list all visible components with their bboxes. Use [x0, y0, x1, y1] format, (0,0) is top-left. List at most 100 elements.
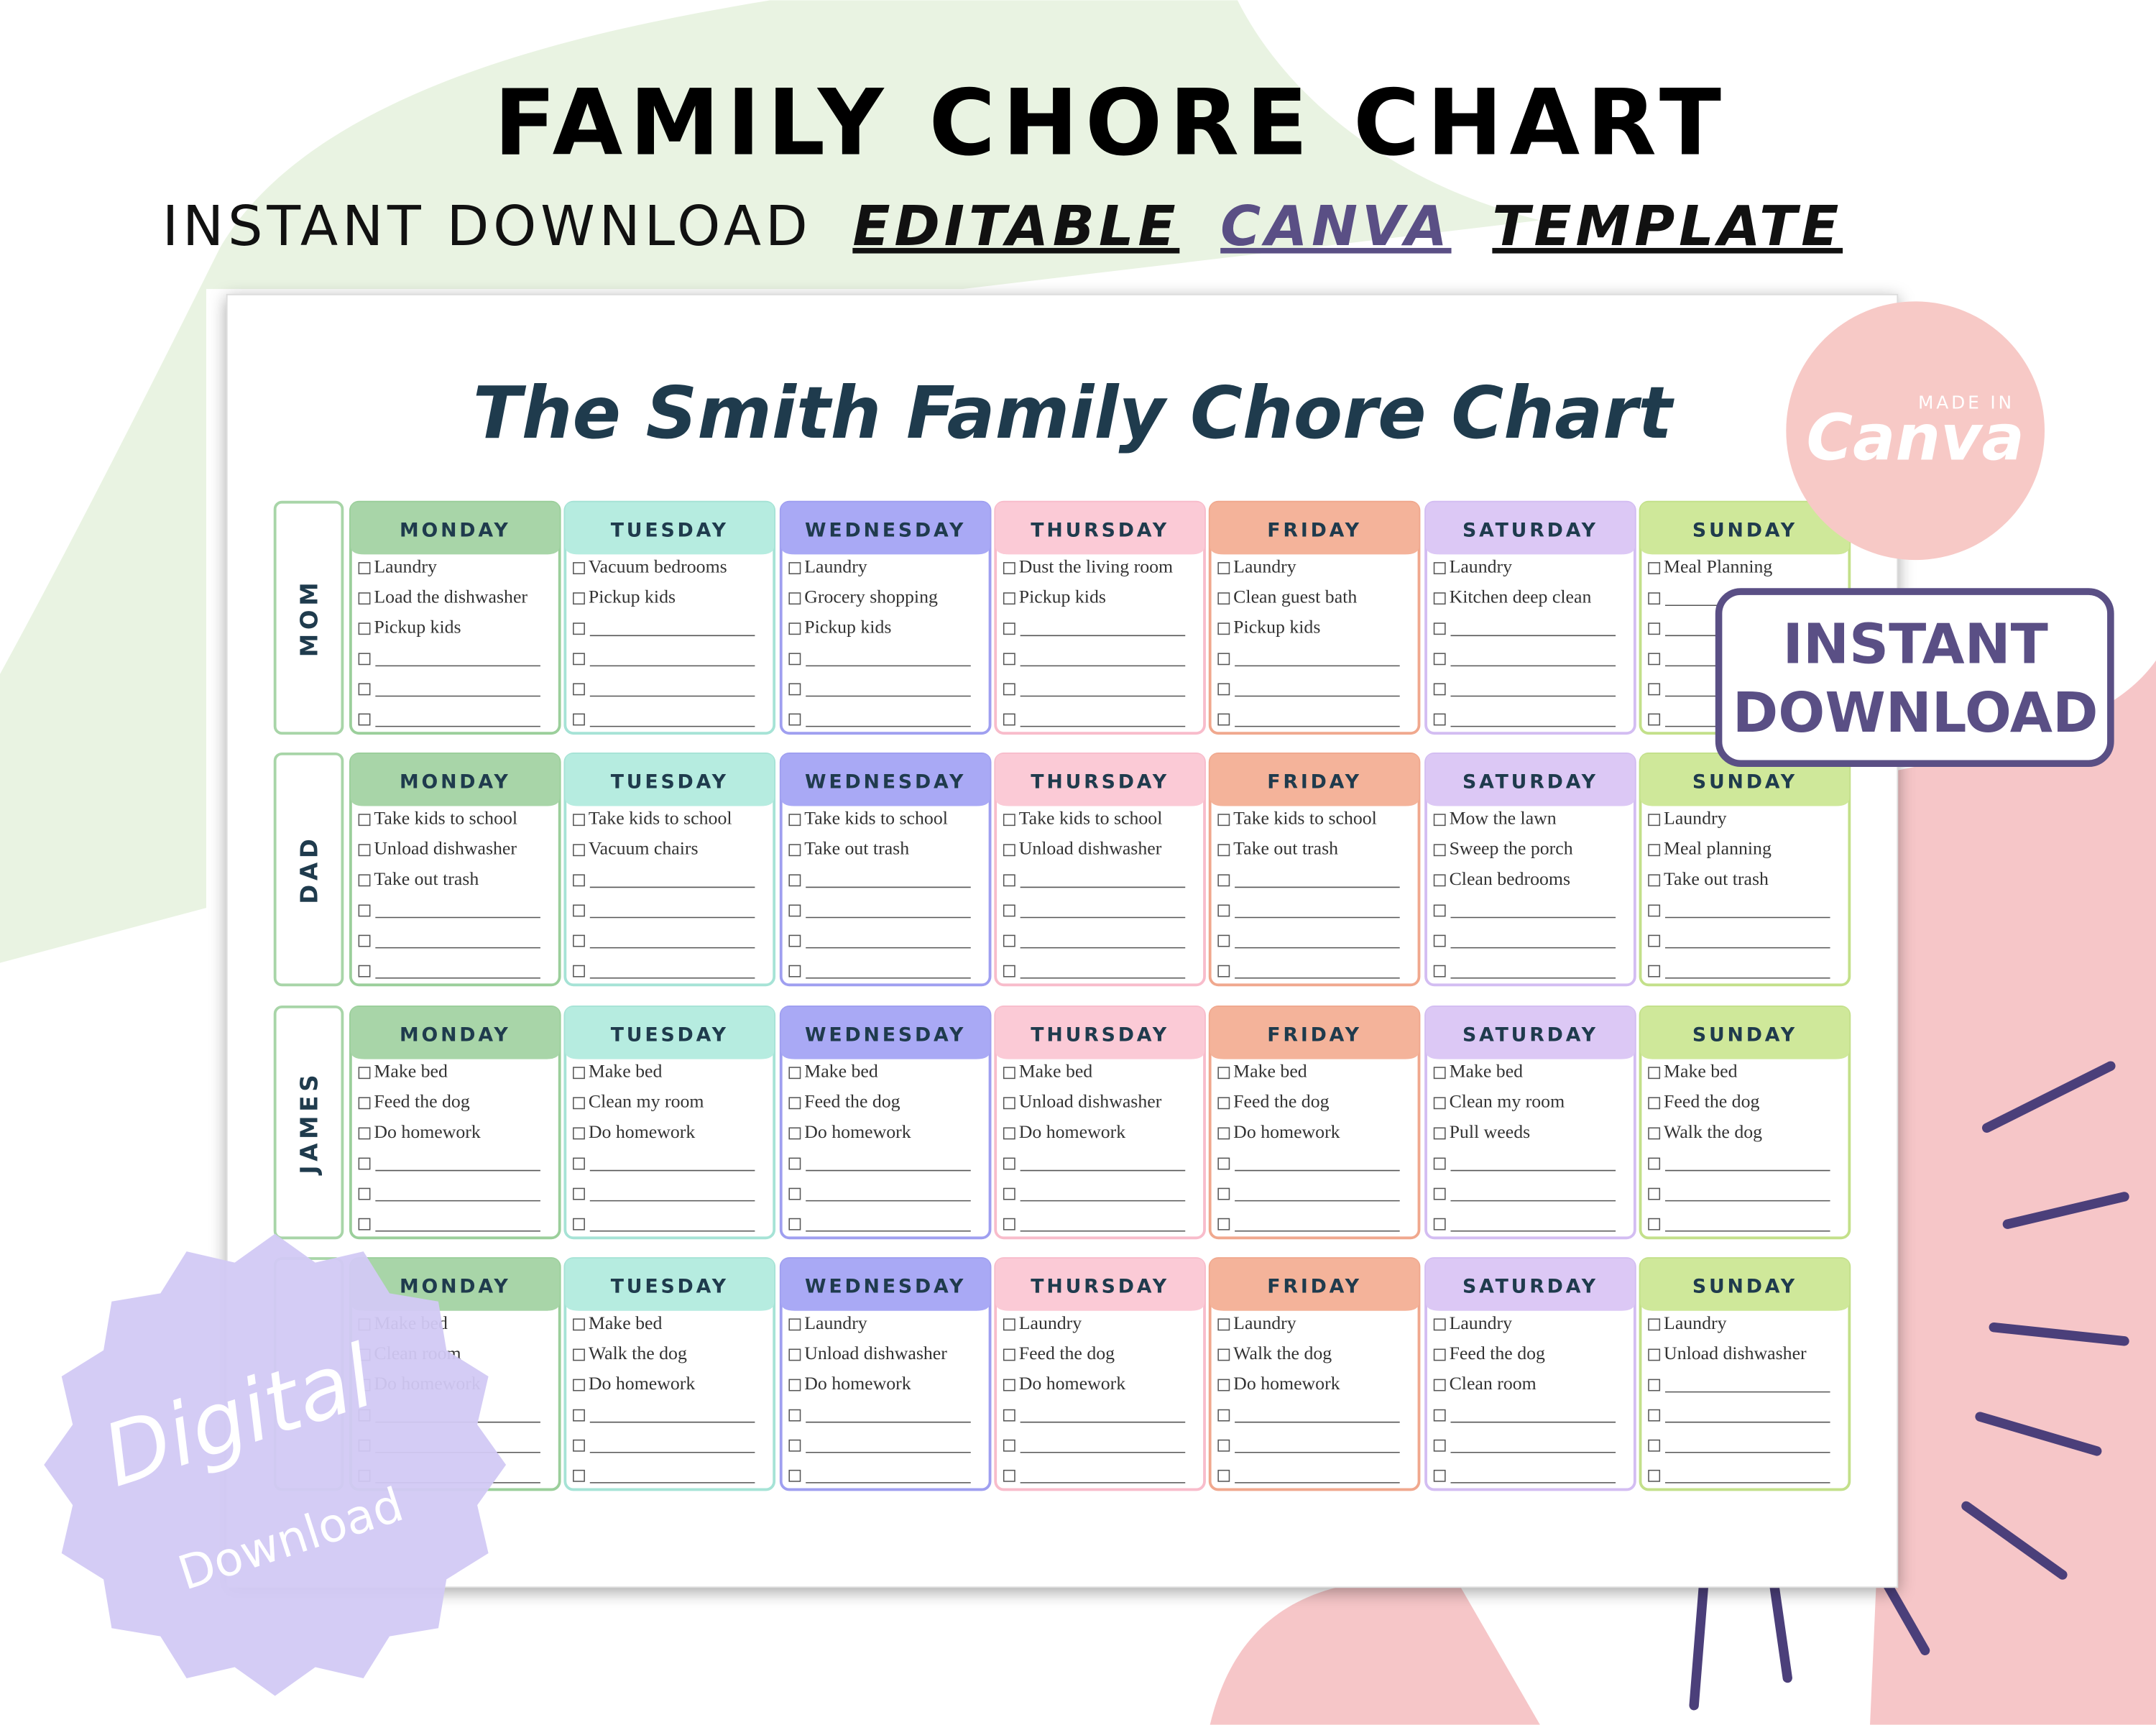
task: Make bed — [1664, 1061, 1738, 1082]
checkbox — [788, 713, 801, 726]
task: Feed the dog — [804, 1091, 900, 1112]
task: Unload dishwasher — [374, 838, 517, 859]
day-header — [350, 753, 560, 806]
task: Walk the dog — [1233, 1343, 1332, 1363]
checkbox — [1217, 1218, 1230, 1230]
checkbox — [1003, 1379, 1015, 1392]
checkbox — [1433, 1379, 1446, 1392]
day-header — [1640, 502, 1850, 555]
checkbox — [788, 1067, 801, 1080]
checkbox — [358, 965, 371, 978]
badge-circle — [1786, 301, 2045, 561]
instant-stamp: INSTANT DOWNLOAD — [1715, 588, 2114, 768]
day-name: SATURDAY — [1462, 1276, 1598, 1298]
task: Do homework — [1019, 1121, 1125, 1142]
checkbox — [1433, 653, 1446, 666]
task: Unload dishwasher — [1019, 1091, 1162, 1112]
task: Pickup kids — [589, 586, 676, 607]
checkbox — [1217, 1379, 1230, 1392]
checkbox — [788, 1127, 801, 1140]
day-header — [995, 1259, 1205, 1311]
day-header — [1426, 1259, 1635, 1311]
member-tab — [273, 1005, 344, 1240]
badge-burst — [44, 1233, 507, 1696]
checkbox — [573, 904, 585, 917]
stroke — [1981, 1061, 2116, 1133]
checkbox — [1433, 1348, 1446, 1361]
task: Do homework — [804, 1373, 911, 1394]
checkbox — [788, 1469, 801, 1482]
checkbox — [1433, 1157, 1446, 1170]
day-header — [995, 502, 1205, 555]
checkbox — [573, 713, 585, 726]
day-header — [1426, 502, 1635, 555]
member-name: DAD — [295, 834, 323, 903]
checkbox — [1433, 844, 1446, 857]
day-header — [995, 1006, 1205, 1059]
checkbox — [1433, 934, 1446, 947]
checkbox — [788, 874, 801, 887]
checkbox — [1217, 934, 1230, 947]
canva-badge: MADE IN Canva — [1786, 301, 2045, 561]
checkbox — [788, 1097, 801, 1110]
checkbox — [1217, 1157, 1230, 1170]
task: Take out trash — [804, 838, 909, 859]
checkbox — [1433, 683, 1446, 696]
day-name: TUESDAY — [611, 519, 729, 541]
digital-badge: Digital Download — [44, 1233, 507, 1696]
checkbox — [1648, 1067, 1661, 1080]
checkbox — [1003, 1409, 1015, 1422]
checkbox — [1433, 1187, 1446, 1200]
member-name: JAMES — [295, 1071, 323, 1176]
badge-brand: Canva — [1806, 400, 2024, 474]
checkbox — [358, 1067, 371, 1080]
checkbox — [1648, 844, 1661, 857]
day-name: THURSDAY — [1031, 771, 1169, 794]
task: Pickup kids — [1019, 586, 1106, 607]
day-name: WEDNESDAY — [805, 1024, 966, 1046]
day-name: MONDAY — [400, 1276, 510, 1298]
checkbox — [1217, 1187, 1230, 1200]
checkbox — [788, 1348, 801, 1361]
task: Do homework — [804, 1121, 911, 1142]
stamp-line2: DOWNLOAD — [1733, 681, 2099, 745]
checkbox — [1003, 1218, 1015, 1230]
member-tab — [273, 500, 344, 735]
task: Laundry — [1233, 556, 1296, 576]
day-header — [1426, 1006, 1635, 1059]
checkbox — [358, 904, 371, 917]
checkbox — [1433, 1409, 1446, 1422]
day-header — [995, 753, 1205, 806]
checkbox — [1433, 622, 1446, 635]
checkbox — [573, 653, 585, 666]
checkbox — [1217, 1097, 1230, 1110]
day-header — [1210, 1259, 1419, 1311]
task: Make bed — [589, 1061, 663, 1082]
checkbox — [1003, 904, 1015, 917]
checkbox — [788, 1218, 801, 1230]
task: Clean room — [1450, 1373, 1537, 1394]
checkbox — [788, 814, 801, 827]
stroke — [1975, 1412, 2102, 1456]
day-header — [1210, 502, 1419, 555]
checkbox — [1648, 1318, 1661, 1331]
checkbox — [1217, 904, 1230, 917]
task: Take out trash — [374, 868, 479, 889]
checkbox — [788, 1187, 801, 1200]
day-name: TUESDAY — [611, 771, 729, 794]
checkbox — [1433, 1439, 1446, 1452]
day-name: THURSDAY — [1031, 519, 1169, 541]
day-name: SUNDAY — [1692, 519, 1797, 541]
checkbox — [358, 713, 371, 726]
checkbox — [573, 622, 585, 635]
checkbox — [1003, 1097, 1015, 1110]
task: Laundry — [1233, 1312, 1296, 1333]
checkbox — [788, 1318, 801, 1331]
checkbox — [1217, 653, 1230, 666]
task: Laundry — [1450, 1312, 1513, 1333]
checkbox — [1433, 904, 1446, 917]
day-header — [565, 502, 775, 555]
day-name: SATURDAY — [1462, 1024, 1598, 1046]
day-name: SUNDAY — [1692, 1024, 1797, 1046]
task: Pickup kids — [1233, 617, 1320, 638]
